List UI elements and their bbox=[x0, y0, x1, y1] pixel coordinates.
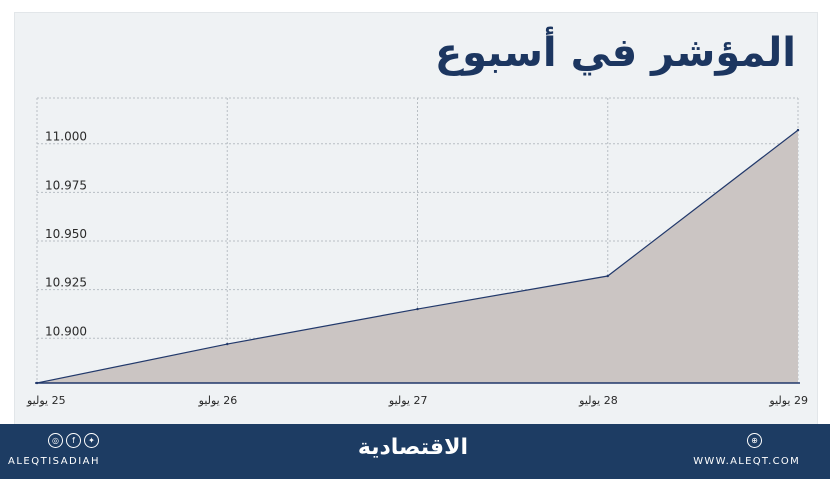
y-tick-label: 10.975 bbox=[45, 178, 87, 192]
area-series bbox=[35, 128, 800, 385]
y-tick-label: 10.900 bbox=[45, 324, 87, 338]
x-tick-label: 29 يوليو bbox=[768, 394, 808, 407]
social-handle[interactable]: ALEQTISADIAH bbox=[8, 456, 101, 467]
x-tick-label: 26 يوليو bbox=[198, 394, 238, 407]
footer-bar: ◎ f ✦ ALEQTISADIAH الاقتصادية ⊕ WWW.ALEQ… bbox=[0, 424, 830, 479]
twitter-icon[interactable]: ✦ bbox=[84, 433, 99, 448]
data-point bbox=[416, 307, 419, 311]
data-point bbox=[606, 274, 609, 278]
x-tick-label: 27 يوليو bbox=[388, 394, 428, 407]
area-fill bbox=[37, 130, 798, 383]
instagram-icon[interactable]: ◎ bbox=[48, 433, 63, 448]
data-point bbox=[226, 342, 229, 346]
index-area-chart: 11.000 10.975 10.950 10.925 10.900 25 يوليو 26… bbox=[26, 97, 808, 407]
social-icons: ◎ f ✦ bbox=[48, 433, 99, 448]
axis-labels: 11.000 10.975 10.950 10.925 10.900 25 يوليو 26… bbox=[26, 130, 808, 407]
y-tick-label: 11.000 bbox=[45, 130, 87, 144]
brand-logo: الاقتصادية bbox=[357, 435, 468, 460]
y-tick-label: 10.925 bbox=[45, 276, 87, 290]
x-tick-label: 28 يوليو bbox=[578, 394, 618, 407]
y-tick-label: 10.950 bbox=[45, 227, 87, 241]
x-tick-label: 25 يوليو bbox=[26, 394, 66, 407]
chart-title: المؤشر في أسبوع bbox=[434, 30, 796, 76]
facebook-icon[interactable]: f bbox=[66, 433, 81, 448]
data-point bbox=[796, 128, 800, 132]
website-link[interactable]: WWW.ALEQT.COM bbox=[693, 456, 800, 467]
globe-icon[interactable]: ⊕ bbox=[747, 433, 762, 448]
